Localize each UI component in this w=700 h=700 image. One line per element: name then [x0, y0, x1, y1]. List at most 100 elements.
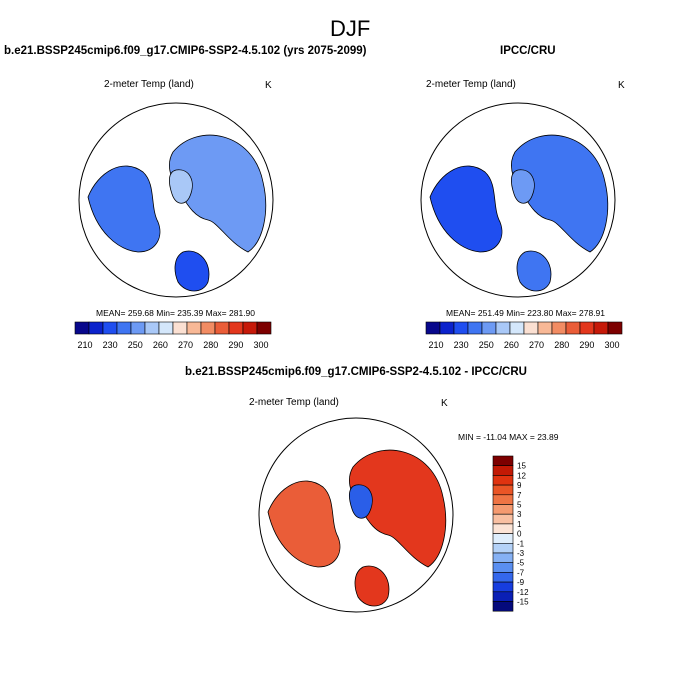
colorbar-box	[492, 562, 514, 573]
colorbar-box	[492, 494, 514, 505]
colorbar-box	[453, 321, 469, 335]
colorbar-box	[492, 504, 514, 515]
colorbar-tick-label: 210	[77, 340, 92, 350]
greenland-region	[348, 484, 373, 519]
greenland-region	[510, 169, 535, 204]
colorbar-tick-label: -12	[517, 588, 529, 597]
map-land-layer	[421, 103, 615, 297]
panel3-units-label: K	[441, 398, 448, 409]
colorbar-box	[565, 321, 581, 335]
colorbar-box	[425, 321, 441, 335]
colorbar-tick-label: 260	[504, 340, 519, 350]
colorbar-tick-label: 5	[517, 501, 522, 510]
colorbar-box	[439, 321, 455, 335]
colorbar-tick-label: 300	[253, 340, 268, 350]
colorbar-tick-label: -7	[517, 568, 525, 577]
colorbar-box	[144, 321, 160, 335]
panel1-polar-map	[78, 102, 274, 298]
colorbar-box	[492, 455, 514, 466]
panel1-colorbar: 210 230 250 260 270 280 290 300	[74, 321, 272, 350]
colorbar-tick-label: 230	[103, 340, 118, 350]
colorbar-box	[607, 321, 623, 335]
colorbar-tick-label: -5	[517, 559, 525, 568]
colorbar-tick-label: 15	[517, 462, 526, 471]
map-land-layer	[79, 103, 273, 297]
europe-region	[174, 250, 210, 292]
colorbar-box	[467, 321, 483, 335]
europe-region	[516, 250, 552, 292]
panel3-heading: b.e21.BSSP245cmip6.f09_g17.CMIP6-SSP2-4.…	[185, 366, 527, 378]
colorbar-box	[495, 321, 511, 335]
colorbar-tick-label: -9	[517, 578, 525, 587]
panel2-variable-label: 2-meter Temp (land)	[426, 79, 516, 90]
panel2-stats: MEAN= 251.49 Min= 223.80 Max= 278.91	[446, 308, 606, 318]
colorbar-box	[509, 321, 525, 335]
europe-region	[354, 565, 390, 607]
colorbar-box	[551, 321, 567, 335]
panel1-heading: b.e21.BSSP245cmip6.f09_g17.CMIP6-SSP2-4.…	[4, 45, 367, 57]
colorbar-tick-label: 7	[517, 491, 522, 500]
colorbar-tick-label: 280	[203, 340, 218, 350]
colorbar-tick-label: 1	[517, 520, 522, 529]
colorbar-box	[537, 321, 553, 335]
panel1-stats: MEAN= 259.68 Min= 235.39 Max= 281.90	[96, 308, 256, 318]
colorbar-tick-label: 290	[228, 340, 243, 350]
colorbar-tick-label: -3	[517, 549, 525, 558]
panel3-polar-map	[258, 417, 454, 613]
colorbar-box	[492, 572, 514, 583]
colorbar-tick-label: 3	[517, 510, 522, 519]
colorbar-box	[200, 321, 216, 335]
map-land-layer	[259, 418, 453, 612]
colorbar-box	[88, 321, 104, 335]
north-america-region	[87, 165, 161, 253]
colorbar-box	[214, 321, 230, 335]
panel2-polar-map	[420, 102, 616, 298]
colorbar-box	[481, 321, 497, 335]
colorbar-tick-label: -15	[517, 598, 529, 607]
colorbar-box	[492, 513, 514, 525]
colorbar-box	[492, 475, 514, 486]
colorbar-tick-label: 270	[178, 340, 193, 350]
panel2-units-label: K	[618, 80, 625, 91]
panel3-stats: MIN = -11.04 MAX = 23.89	[458, 432, 559, 442]
map-boundary-circle	[258, 417, 454, 613]
colorbar-box	[523, 321, 539, 335]
panel1-variable-label: 2-meter Temp (land)	[104, 79, 194, 90]
panel3-variable-label: 2-meter Temp (land)	[249, 397, 339, 408]
colorbar-box	[256, 321, 272, 335]
colorbar-box	[579, 321, 595, 335]
page-title: DJF	[330, 16, 371, 41]
colorbar-box	[492, 543, 514, 554]
colorbar-box	[492, 601, 514, 612]
colorbar-box	[102, 321, 118, 335]
map-boundary-circle	[420, 102, 616, 298]
colorbar-tick-label: 280	[554, 340, 569, 350]
colorbar-tick-label: 230	[454, 340, 469, 350]
colorbar-tick-label: 250	[128, 340, 143, 350]
panel1-units-label: K	[265, 80, 272, 91]
colorbar-box	[492, 591, 514, 602]
colorbar-tick-label: 9	[517, 481, 522, 490]
colorbar-box	[492, 484, 514, 496]
panel2-colorbar: 210 230 250 260 270 280 290 300	[425, 321, 623, 350]
north-america-region	[267, 480, 341, 568]
colorbar-box	[593, 321, 609, 335]
colorbar-tick-label: 300	[604, 340, 619, 350]
greenland-region	[168, 169, 193, 204]
colorbar-box	[186, 321, 202, 335]
colorbar-box	[492, 523, 514, 534]
panel2-heading: IPCC/CRU	[500, 45, 556, 57]
colorbar-box	[172, 321, 188, 335]
colorbar-tick-label: 250	[479, 340, 494, 350]
colorbar-box	[242, 321, 258, 335]
colorbar-box	[492, 552, 514, 563]
colorbar-tick-label: 0	[517, 530, 522, 539]
colorbar-tick-label: 260	[153, 340, 168, 350]
colorbar-box	[130, 321, 146, 335]
north-america-region	[429, 165, 503, 253]
colorbar-box	[492, 581, 514, 593]
colorbar-tick-label: 270	[529, 340, 544, 350]
colorbar-box	[228, 321, 244, 335]
colorbar-tick-label: 12	[517, 471, 526, 480]
